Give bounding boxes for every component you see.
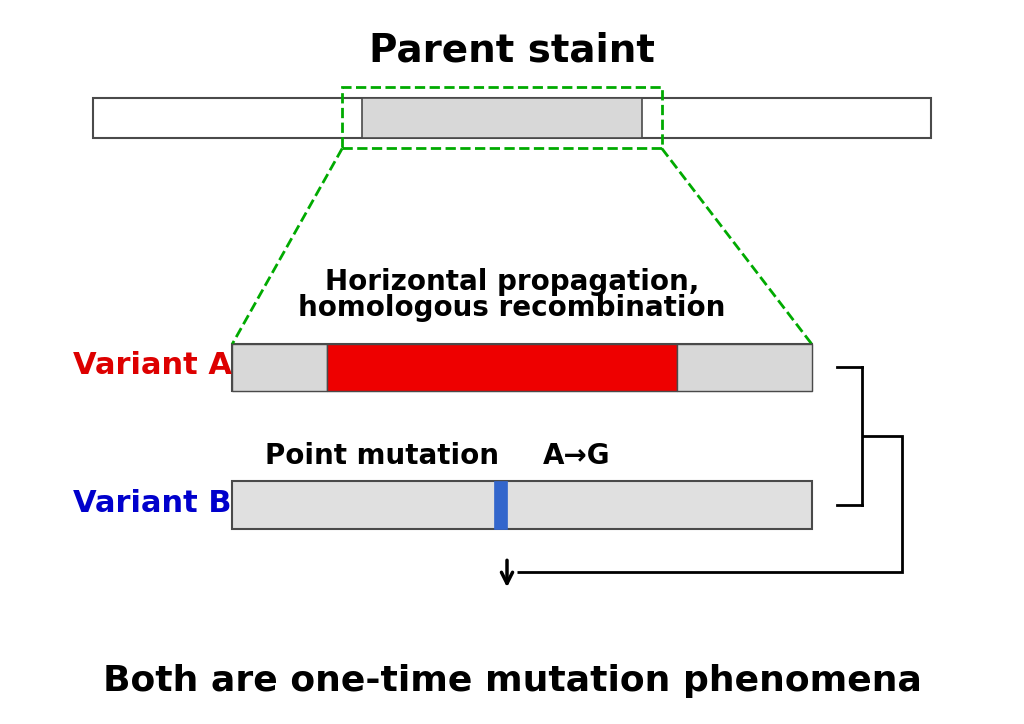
FancyBboxPatch shape: [677, 344, 812, 391]
Text: homologous recombination: homologous recombination: [298, 294, 726, 321]
Text: Variant A: Variant A: [73, 351, 232, 380]
Text: Variant B: Variant B: [73, 489, 231, 518]
Text: A→G: A→G: [543, 442, 610, 470]
FancyBboxPatch shape: [232, 481, 812, 529]
Text: Parent staint: Parent staint: [369, 32, 655, 70]
FancyBboxPatch shape: [92, 98, 932, 138]
Text: Point mutation: Point mutation: [265, 442, 499, 470]
Text: Both are one-time mutation phenomena: Both are one-time mutation phenomena: [102, 664, 922, 697]
FancyBboxPatch shape: [232, 344, 328, 391]
FancyBboxPatch shape: [232, 344, 812, 391]
FancyBboxPatch shape: [328, 344, 677, 391]
FancyBboxPatch shape: [494, 481, 507, 529]
Text: Horizontal propagation,: Horizontal propagation,: [325, 269, 699, 296]
FancyBboxPatch shape: [362, 98, 642, 138]
